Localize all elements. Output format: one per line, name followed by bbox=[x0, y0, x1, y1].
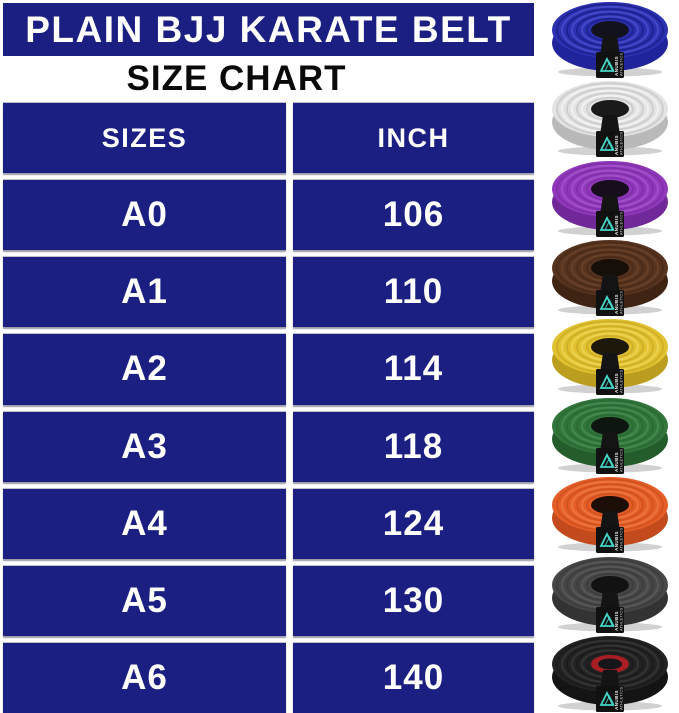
size-cell: A4 bbox=[3, 488, 286, 559]
page-title: PLAIN BJJ KARATE BELT bbox=[25, 8, 512, 50]
brand-name-line2: ATHLETICS bbox=[619, 528, 623, 551]
belt-brown: ANUBIS ATHLETICS bbox=[540, 238, 679, 317]
blue-belt-roll-image: ANUBIS ATHLETICS bbox=[551, 2, 668, 79]
triangle-logo-inner-icon bbox=[603, 219, 615, 231]
tag-strap bbox=[599, 36, 620, 57]
orange-belt-roll-image: ANUBIS ATHLETICS bbox=[551, 477, 668, 554]
belt-purple: ANUBIS ATHLETICS bbox=[540, 158, 679, 237]
belt-yellow: ANUBIS ATHLETICS bbox=[540, 317, 679, 396]
brand-tag: ANUBIS ATHLETICS bbox=[595, 36, 624, 79]
triangle-logo-inner-icon bbox=[603, 377, 615, 389]
hole bbox=[590, 21, 629, 40]
tag-strap bbox=[599, 115, 620, 136]
brand-name-line1: ANUBIS bbox=[614, 56, 619, 76]
column-header-inch: INCH bbox=[293, 103, 534, 174]
title-banner: PLAIN BJJ KARATE BELT bbox=[3, 3, 534, 56]
brand-name-line1: ANUBIS bbox=[614, 611, 619, 631]
brand-name-line2: ATHLETICS bbox=[619, 449, 623, 472]
hole bbox=[590, 337, 629, 356]
column-header-sizes: SIZES bbox=[3, 103, 286, 174]
brand-tag: ANUBIS ATHLETICS bbox=[595, 194, 624, 237]
tag-strap bbox=[599, 432, 620, 453]
triangle-logo-inner-icon bbox=[603, 615, 615, 627]
white-belt-roll-image: ANUBIS ATHLETICS bbox=[551, 81, 668, 158]
brand-name-line1: ANUBIS bbox=[614, 531, 619, 551]
brand-name-line1: ANUBIS bbox=[614, 373, 619, 393]
subtitle-text: SIZE CHART bbox=[126, 58, 347, 98]
inch-cell: 110 bbox=[293, 257, 534, 328]
brand-name-line1: ANUBIS bbox=[614, 135, 619, 155]
hole bbox=[590, 100, 629, 119]
yellow-belt-roll-image: ANUBIS ATHLETICS bbox=[551, 318, 668, 395]
brand-tag: ANUBIS ATHLETICS bbox=[595, 115, 624, 158]
hole bbox=[590, 179, 629, 198]
size-cell: A5 bbox=[3, 565, 286, 636]
tag-strap bbox=[599, 669, 620, 690]
subtitle-row: SIZE CHART bbox=[3, 56, 534, 101]
brand-name-line2: ATHLETICS bbox=[619, 53, 623, 76]
brand-name-line1: ANUBIS bbox=[614, 215, 619, 235]
green-belt-roll-image: ANUBIS ATHLETICS bbox=[551, 398, 668, 475]
size-cell: A1 bbox=[3, 257, 286, 328]
gray-belt-roll-image: ANUBIS ATHLETICS bbox=[551, 556, 668, 633]
triangle-logo-inner-icon bbox=[603, 140, 615, 151]
inch-cell: 114 bbox=[293, 334, 534, 405]
size-table: SIZES INCH A0 106 A1 110 A2 114 A3 118 A4 124 A5 13… bbox=[3, 103, 534, 713]
hole bbox=[590, 258, 629, 277]
belt-white: ANUBIS ATHLETICS bbox=[540, 79, 679, 158]
brand-tag: ANUBIS ATHLETICS bbox=[595, 590, 624, 633]
inch-cell: 140 bbox=[293, 642, 534, 713]
belt-gray: ANUBIS ATHLETICS bbox=[540, 555, 679, 634]
brand-tag: ANUBIS ATHLETICS bbox=[595, 432, 624, 475]
purple-belt-roll-image: ANUBIS ATHLETICS bbox=[551, 160, 668, 237]
brand-tag: ANUBIS ATHLETICS bbox=[595, 273, 624, 316]
triangle-logo-inner-icon bbox=[603, 694, 615, 706]
brand-name-line1: ANUBIS bbox=[614, 294, 619, 314]
inch-cell: 118 bbox=[293, 411, 534, 482]
tag-strap bbox=[599, 273, 620, 294]
tag-strap bbox=[599, 511, 620, 532]
belts-column: ANUBIS ATHLETICS ANUBIS ATHLETICS ANUBIS ATHL… bbox=[540, 0, 679, 713]
brand-name-line1: ANUBIS bbox=[614, 452, 619, 472]
brand-name-line1: ANUBIS bbox=[614, 690, 619, 710]
hole bbox=[590, 496, 629, 515]
hole bbox=[590, 575, 629, 594]
brand-tag: ANUBIS ATHLETICS bbox=[595, 669, 624, 712]
belt-orange: ANUBIS ATHLETICS bbox=[540, 475, 679, 554]
size-cell: A6 bbox=[3, 642, 286, 713]
tag-strap bbox=[599, 194, 620, 215]
triangle-logo-inner-icon bbox=[603, 60, 615, 72]
black-belt-roll-image: ANUBIS ATHLETICS bbox=[551, 635, 668, 712]
tag-strap bbox=[599, 590, 620, 611]
brand-name-line2: ATHLETICS bbox=[619, 211, 623, 234]
brand-name-line2: ATHLETICS bbox=[619, 370, 623, 393]
tag-strap bbox=[599, 352, 620, 373]
brand-name-line2: ATHLETICS bbox=[619, 686, 623, 709]
belt-blue: ANUBIS ATHLETICS bbox=[540, 0, 679, 79]
inch-cell: 130 bbox=[293, 565, 534, 636]
belt-black: ANUBIS ATHLETICS bbox=[540, 634, 679, 713]
brown-belt-roll-image: ANUBIS ATHLETICS bbox=[551, 239, 668, 316]
belt-green: ANUBIS ATHLETICS bbox=[540, 396, 679, 475]
size-cell: A0 bbox=[3, 180, 286, 251]
brand-tag: ANUBIS ATHLETICS bbox=[595, 511, 624, 554]
triangle-logo-inner-icon bbox=[603, 457, 615, 468]
brand-name-line2: ATHLETICS bbox=[619, 132, 623, 155]
hole bbox=[590, 417, 629, 436]
triangle-logo-inner-icon bbox=[603, 298, 615, 310]
inch-cell: 106 bbox=[293, 180, 534, 251]
brand-tag: ANUBIS ATHLETICS bbox=[595, 352, 624, 395]
triangle-logo-inner-icon bbox=[603, 536, 615, 547]
size-chart-panel: PLAIN BJJ KARATE BELT SIZE CHART SIZES I… bbox=[3, 3, 534, 713]
brand-name-line2: ATHLETICS bbox=[619, 607, 623, 630]
hole bbox=[597, 658, 622, 670]
inch-cell: 124 bbox=[293, 488, 534, 559]
size-cell: A2 bbox=[3, 334, 286, 405]
brand-name-line2: ATHLETICS bbox=[619, 290, 623, 313]
size-cell: A3 bbox=[3, 411, 286, 482]
